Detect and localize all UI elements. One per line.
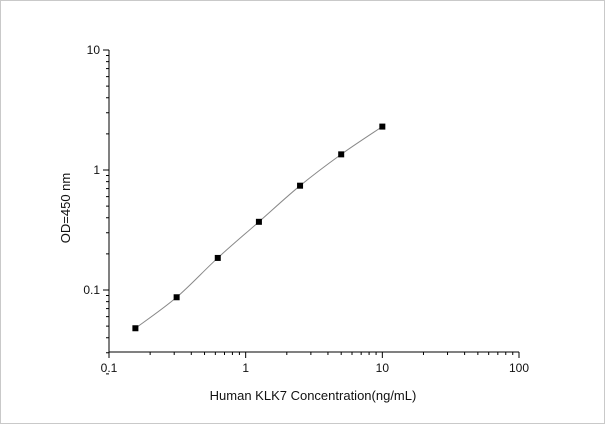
data-point (255, 218, 262, 225)
y-axis-title: OD=450 nm (58, 173, 73, 243)
y-tick-label: 0.1 (83, 283, 100, 297)
data-point (173, 294, 180, 301)
ticks: 0.1 1 10 100 0.1 1 10 (83, 43, 529, 375)
x-tick-label: 100 (509, 361, 529, 375)
axes (108, 50, 519, 353)
x-tick-label: 0.1 (101, 361, 118, 375)
y-tick-label: 10 (87, 43, 101, 57)
data-points-layer (132, 123, 386, 332)
fit-curve (135, 126, 383, 329)
data-point (297, 182, 304, 189)
x-tick-label: 1 (242, 361, 249, 375)
x-tick-label: 10 (376, 361, 390, 375)
x-axis-title: Human KLK7 Concentration(ng/mL) (210, 388, 417, 403)
data-point (132, 325, 139, 332)
data-point (379, 123, 386, 130)
fit-curve-layer (135, 126, 383, 329)
data-point (338, 151, 345, 158)
data-point (214, 254, 221, 261)
y-tick-label: 1 (93, 163, 100, 177)
